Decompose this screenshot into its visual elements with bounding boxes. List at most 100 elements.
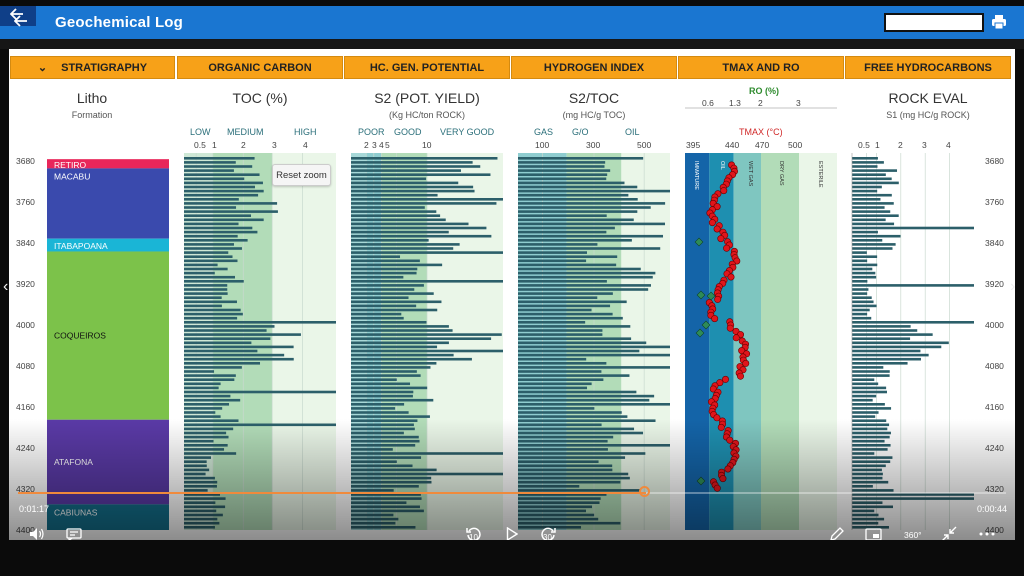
previous-arrow-icon[interactable]: ‹ bbox=[3, 278, 9, 295]
s2-bar[interactable] bbox=[351, 349, 503, 353]
hi-bar[interactable] bbox=[518, 275, 653, 279]
s2-bar[interactable] bbox=[351, 390, 414, 394]
toc-bar[interactable] bbox=[184, 345, 294, 349]
hi-bar[interactable] bbox=[518, 271, 656, 275]
s2-bar[interactable] bbox=[351, 169, 461, 172]
rock-bar[interactable] bbox=[852, 218, 886, 222]
hi-bar[interactable] bbox=[518, 366, 670, 369]
hi-bar[interactable] bbox=[518, 247, 661, 250]
hi-bar[interactable] bbox=[518, 263, 617, 267]
s2-bar[interactable] bbox=[351, 521, 396, 525]
rock-bar[interactable] bbox=[852, 521, 879, 525]
s2-bar[interactable] bbox=[351, 255, 401, 258]
formation-band[interactable] bbox=[47, 159, 169, 169]
rock-bar[interactable] bbox=[852, 476, 883, 480]
rock-bar[interactable] bbox=[852, 230, 878, 234]
s2-bar[interactable] bbox=[351, 280, 503, 283]
rock-bar[interactable] bbox=[852, 189, 878, 193]
s2-bar[interactable] bbox=[351, 259, 420, 263]
s2-bar[interactable] bbox=[351, 427, 415, 431]
toc-bar[interactable] bbox=[184, 214, 252, 217]
hi-bar[interactable] bbox=[518, 259, 587, 263]
toc-bar[interactable] bbox=[184, 280, 244, 283]
rock-bar[interactable] bbox=[852, 407, 892, 410]
s2-bar[interactable] bbox=[351, 316, 404, 320]
rock-bar[interactable] bbox=[852, 329, 918, 332]
toc-bar[interactable] bbox=[184, 423, 336, 427]
rock-bar[interactable] bbox=[852, 370, 890, 373]
s2-bar[interactable] bbox=[351, 411, 409, 414]
hi-bar[interactable] bbox=[518, 374, 630, 377]
rock-bar[interactable] bbox=[852, 251, 867, 254]
rock-bar[interactable] bbox=[852, 497, 974, 500]
hi-bar[interactable] bbox=[518, 206, 651, 209]
s2-bar[interactable] bbox=[351, 296, 409, 299]
rock-bar[interactable] bbox=[852, 394, 877, 398]
hi-bar[interactable] bbox=[518, 234, 664, 238]
toc-bar[interactable] bbox=[184, 398, 241, 402]
s2-bar[interactable] bbox=[351, 444, 416, 447]
s2-bar[interactable] bbox=[351, 165, 481, 168]
tmax-point[interactable] bbox=[736, 372, 744, 380]
toc-bar[interactable] bbox=[184, 439, 214, 443]
toc-bar[interactable] bbox=[184, 230, 258, 234]
header-tmax-ro[interactable]: TMAX AND RO bbox=[678, 56, 844, 79]
toc-bar[interactable] bbox=[184, 526, 215, 529]
s2-bar[interactable] bbox=[351, 407, 396, 410]
toc-bar[interactable] bbox=[184, 198, 239, 201]
toc-bar[interactable] bbox=[184, 185, 255, 189]
hi-bar[interactable] bbox=[518, 411, 622, 414]
toc-bar[interactable] bbox=[184, 325, 275, 328]
toc-bar[interactable] bbox=[184, 374, 236, 377]
toc-bar[interactable] bbox=[184, 419, 239, 422]
rock-bar[interactable] bbox=[852, 444, 891, 447]
hi-bar[interactable] bbox=[518, 165, 605, 168]
hi-bar[interactable] bbox=[518, 460, 599, 463]
tmax-point[interactable] bbox=[726, 436, 734, 444]
hi-bar[interactable] bbox=[518, 267, 641, 271]
toc-bar[interactable] bbox=[184, 247, 242, 250]
s2-bar[interactable] bbox=[351, 218, 446, 222]
header-hydrogen-index[interactable]: HYDROGEN INDEX bbox=[511, 56, 677, 79]
ro-point[interactable] bbox=[706, 291, 716, 301]
toc-bar[interactable] bbox=[184, 476, 215, 480]
toc-bar[interactable] bbox=[184, 362, 261, 365]
toc-bar[interactable] bbox=[184, 157, 255, 160]
toc-bar[interactable] bbox=[184, 366, 242, 369]
hi-bar[interactable] bbox=[518, 480, 621, 484]
tmax-point[interactable] bbox=[724, 465, 732, 473]
rock-bar[interactable] bbox=[852, 415, 876, 418]
s2-bar[interactable] bbox=[351, 439, 420, 443]
rock-bar[interactable] bbox=[852, 526, 889, 529]
tmax-point[interactable] bbox=[719, 475, 727, 483]
formation-band[interactable] bbox=[47, 251, 169, 420]
hi-bar[interactable] bbox=[518, 325, 631, 328]
s2-bar[interactable] bbox=[351, 157, 498, 160]
chevron-down-icon[interactable]: ⌄ bbox=[37, 62, 48, 74]
formation-band[interactable] bbox=[47, 419, 169, 505]
rock-bar[interactable] bbox=[852, 505, 893, 509]
hi-bar[interactable] bbox=[518, 472, 629, 476]
toc-bar[interactable] bbox=[184, 226, 253, 230]
rock-bar[interactable] bbox=[852, 271, 876, 275]
rock-bar[interactable] bbox=[852, 460, 891, 463]
s2-bar[interactable] bbox=[351, 493, 421, 496]
toc-bar[interactable] bbox=[184, 489, 208, 492]
s2-bar[interactable] bbox=[351, 403, 405, 406]
toc-bar[interactable] bbox=[184, 468, 210, 472]
s2-bar[interactable] bbox=[351, 247, 454, 250]
s2-bar[interactable] bbox=[351, 448, 393, 451]
toc-bar[interactable] bbox=[184, 321, 336, 324]
toc-bar[interactable] bbox=[184, 485, 217, 488]
ro-point[interactable] bbox=[694, 237, 704, 247]
rock-bar[interactable] bbox=[852, 480, 889, 484]
tmax-point[interactable] bbox=[722, 375, 730, 383]
hi-bar[interactable] bbox=[518, 193, 629, 197]
more-options-icon[interactable] bbox=[979, 532, 995, 536]
tmax-point[interactable] bbox=[742, 359, 750, 367]
hi-bar[interactable] bbox=[518, 337, 632, 340]
rock-bar[interactable] bbox=[852, 239, 883, 242]
progress-bar-played[interactable] bbox=[18, 492, 646, 494]
forward-icon[interactable] bbox=[539, 525, 557, 540]
rock-bar[interactable] bbox=[852, 226, 974, 230]
